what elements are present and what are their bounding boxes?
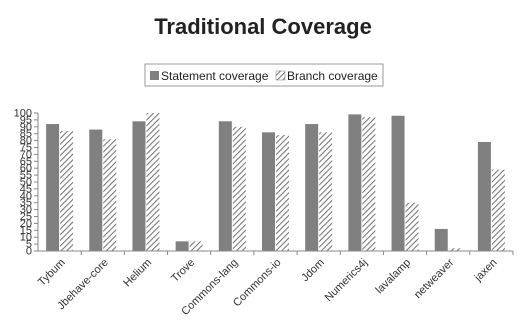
bar-statement-commons-io xyxy=(262,132,275,251)
bar-branch-lavalamp xyxy=(405,202,419,251)
bar-statement-jdom xyxy=(305,124,319,251)
y-tick-label: 35 xyxy=(20,197,32,209)
y-tick-label: 5 xyxy=(26,239,32,251)
bar-branch-trove xyxy=(189,241,203,251)
bar-branch-jaxen xyxy=(491,169,505,251)
legend: Statement coverage Branch coverage xyxy=(144,63,384,87)
legend-label-statement: Statement coverage xyxy=(161,69,269,83)
y-tick-label: 0 xyxy=(26,246,32,258)
x-tick-label: lavalamp xyxy=(374,257,414,297)
bar-branch-jdom xyxy=(319,132,333,251)
x-tick-label: Jdom xyxy=(299,257,327,285)
y-tick-label: 100 xyxy=(14,108,32,120)
y-tick-label: 15 xyxy=(20,225,32,237)
y-tick-label: 40 xyxy=(20,190,32,202)
y-tick-label: 55 xyxy=(20,170,32,182)
bar-statement-jaxen xyxy=(477,141,491,251)
y-axis: 0510152025303540455055606570758085909510… xyxy=(14,108,39,258)
x-tick-label: Numerics4j xyxy=(323,257,370,304)
y-tick-label: 25 xyxy=(20,211,32,223)
bars xyxy=(46,113,505,251)
bar-statement-trove xyxy=(175,241,189,251)
y-tick-label: 80 xyxy=(20,135,32,147)
bar-branch-netweaver xyxy=(448,248,462,251)
x-tick-label: Helium xyxy=(121,257,154,290)
legend-box xyxy=(144,63,384,87)
x-tick-label: jaxen xyxy=(472,257,500,285)
y-tick-label: 10 xyxy=(20,232,32,244)
x-tick-label: Tybum xyxy=(36,257,68,289)
bar-statement-helium xyxy=(132,121,146,251)
y-tick-label: 20 xyxy=(20,218,32,230)
bar-statement-tybum xyxy=(46,124,60,251)
bar-statement-jbehave-core xyxy=(89,129,103,251)
bar-statement-lavalamp xyxy=(391,115,405,251)
legend-swatch-branch xyxy=(275,70,286,81)
y-tick-label: 90 xyxy=(20,121,32,133)
legend-swatch-statement xyxy=(150,71,159,80)
bar-branch-helium xyxy=(146,113,160,251)
bar-statement-netweaver xyxy=(434,228,448,251)
y-tick-label: 45 xyxy=(20,183,32,195)
y-tick-label: 95 xyxy=(20,114,32,126)
y-tick-label: 50 xyxy=(20,177,32,189)
bar-statement-commons-lang xyxy=(218,121,232,251)
y-tick-label: 75 xyxy=(20,142,32,154)
legend-label-branch: Branch coverage xyxy=(287,69,378,83)
y-tick-label: 70 xyxy=(20,149,32,161)
x-tick-label: netweaver xyxy=(412,256,457,301)
y-tick-label: 65 xyxy=(20,156,32,168)
bar-branch-tybum xyxy=(60,130,74,251)
chart-title: Traditional Coverage xyxy=(154,14,372,39)
y-tick-label: 85 xyxy=(20,128,32,140)
bar-branch-numerics4j xyxy=(362,117,376,251)
bar-branch-commons-io xyxy=(276,135,289,251)
x-tick-label: Trove xyxy=(169,257,197,285)
y-tick-label: 30 xyxy=(20,204,32,216)
y-tick-label: 60 xyxy=(20,163,32,175)
bar-branch-jbehave-core xyxy=(103,139,117,251)
bar-statement-numerics4j xyxy=(348,114,362,251)
bar-branch-commons-lang xyxy=(232,126,246,251)
